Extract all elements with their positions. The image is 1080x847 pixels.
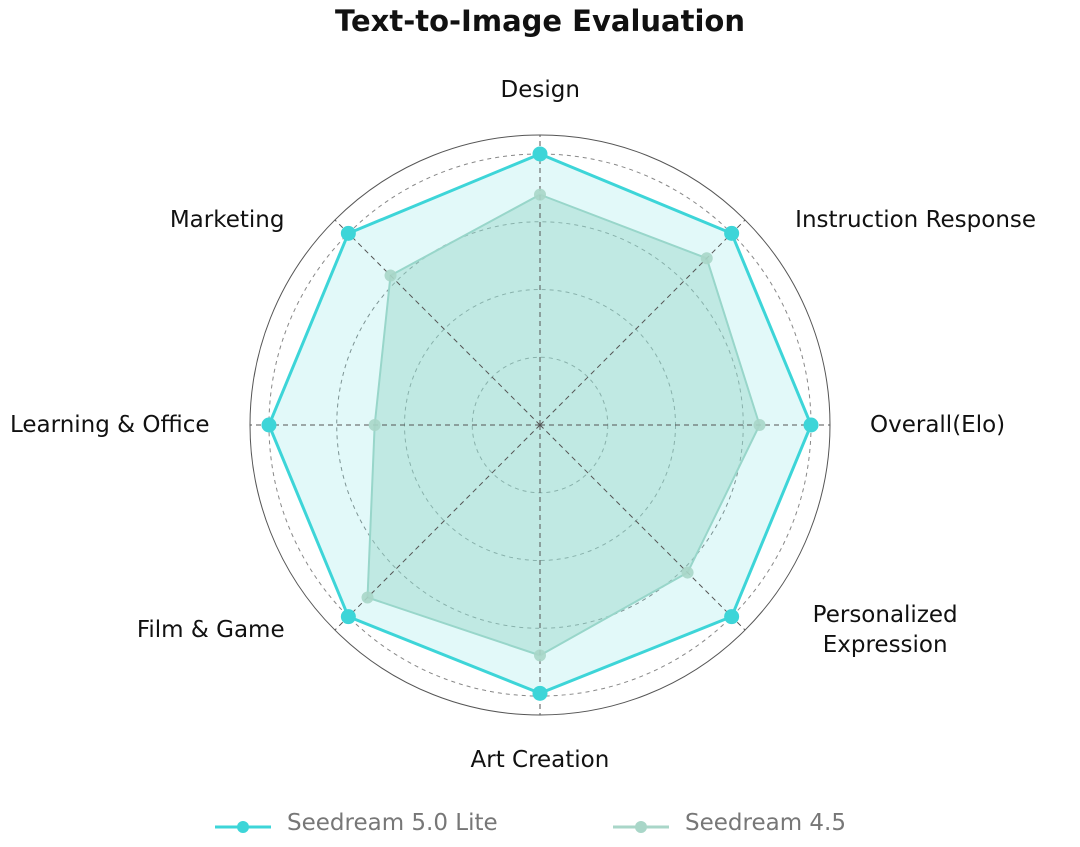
axis-label: Design [500, 77, 580, 103]
axis-spoke [334, 424, 541, 631]
data-point [532, 685, 548, 701]
data-point [361, 591, 374, 604]
grid-ring [336, 221, 744, 629]
legend-label: Seedream 4.5 [685, 810, 846, 836]
chart-title: Text-to-Image Evaluation [335, 4, 745, 38]
data-point [534, 649, 546, 662]
data-point [532, 146, 548, 162]
data-point [681, 566, 694, 579]
legend-label: Seedream 5.0 Lite [287, 810, 498, 836]
data-point [261, 417, 277, 433]
legend-dot [237, 821, 249, 833]
axis-label: Art Creation [470, 747, 610, 773]
data-point [753, 419, 766, 431]
legend-dot [635, 821, 647, 833]
data-point [368, 419, 381, 431]
data-point [384, 269, 397, 282]
axis-spoke [539, 424, 746, 631]
axis-label: Learning & Office [10, 412, 210, 438]
axis-label: Instruction Response [795, 206, 1037, 233]
data-point [534, 188, 546, 201]
axis-spoke [334, 219, 541, 426]
axis-label: Marketing [169, 206, 285, 233]
axis-label: Overall(Elo) [870, 412, 1006, 438]
data-point [700, 252, 713, 265]
axis-label: Personalized Expression [812, 602, 958, 659]
data-point [340, 225, 356, 241]
data-point [724, 225, 740, 241]
data-point [803, 417, 819, 433]
axis-spoke [539, 219, 746, 426]
axis-label: Film & Game [136, 617, 285, 644]
data-point [340, 609, 356, 625]
data-point [724, 609, 740, 625]
